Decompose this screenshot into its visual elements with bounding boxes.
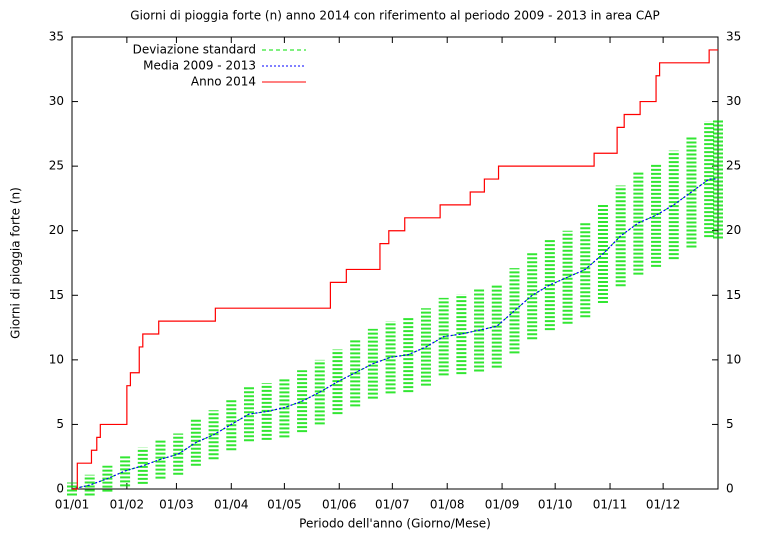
y-tick-label: 5 [56,417,64,431]
x-tick-label: 01/12 [646,498,681,512]
chart-title: Giorni di pioggia forte (n) anno 2014 co… [130,9,659,23]
mean-line [71,178,718,490]
x-tick-label: 01/05 [267,498,302,512]
x-tick-label: 01/08 [430,498,465,512]
y-axis-label: Giorni di pioggia forte (n) [9,187,23,339]
x-tick-label: 01/07 [375,498,410,512]
x-tick-label: 01/06 [322,498,357,512]
x-tick-label: 01/11 [593,498,628,512]
legend-label: Deviazione standard [133,43,256,57]
y-tick-label: 0 [56,482,64,496]
y2-tick-label: 5 [726,417,734,431]
x-tick-label: 01/10 [538,498,573,512]
x-tick-label: 01/09 [485,498,520,512]
y2-tick-label: 20 [726,223,741,237]
legend-label: Anno 2014 [191,75,256,89]
y-tick-label: 25 [49,159,64,173]
y2-tick-label: 0 [726,482,734,496]
plot-border [71,36,719,490]
x-tick-label: 01/02 [110,498,145,512]
x-axis-label: Periodo dell'anno (Giorno/Mese) [299,517,491,531]
y2-tick-label: 30 [726,94,741,108]
legend-label: Media 2009 - 2013 [143,59,256,73]
y-tick-label: 35 [49,30,64,44]
x-tick-label: 01/03 [159,498,194,512]
y2-tick-label: 25 [726,159,741,173]
series-line [72,49,718,490]
x-tick-label: 01/01 [55,498,90,512]
y-tick-label: 10 [49,352,64,366]
x-tick-label: 01/04 [214,498,249,512]
y-tick-label: 20 [49,223,64,237]
y2-tick-label: 10 [726,352,741,366]
y2-tick-label: 35 [726,30,741,44]
y2-tick-label: 15 [726,288,741,302]
y-tick-label: 15 [49,288,64,302]
y-tick-label: 30 [49,94,64,108]
